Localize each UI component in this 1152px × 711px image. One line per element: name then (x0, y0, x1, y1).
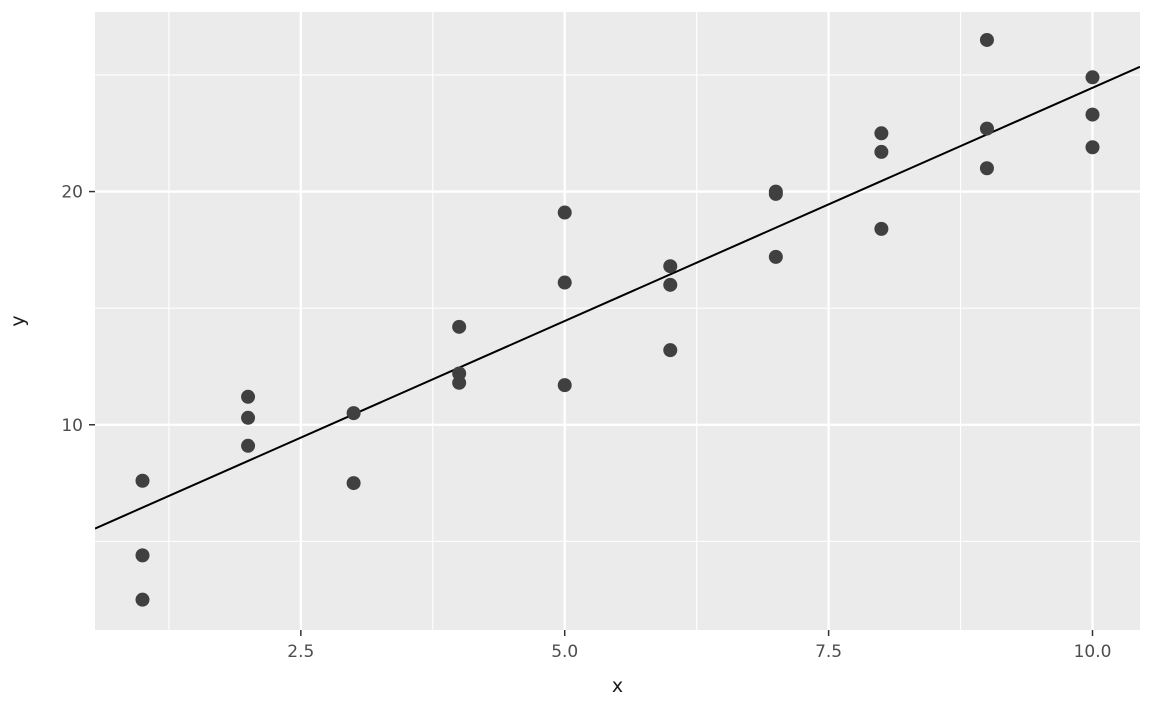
y-tick-label: 20 (61, 183, 83, 203)
data-point (557, 205, 572, 220)
data-point (346, 476, 361, 491)
data-point (241, 438, 256, 453)
data-point (1085, 140, 1100, 155)
data-point (452, 319, 467, 334)
data-point (979, 121, 994, 136)
data-point (874, 126, 889, 141)
x-axis-title: x (612, 675, 623, 697)
y-axis-title: y (7, 315, 29, 326)
data-point (135, 473, 150, 488)
regression-line (95, 65, 1140, 530)
data-point (241, 410, 256, 425)
data-point (1085, 107, 1100, 122)
data-point (874, 144, 889, 159)
x-tick-label: 10.0 (1074, 642, 1112, 662)
data-point (663, 277, 678, 292)
data-point (241, 389, 256, 404)
data-point (979, 161, 994, 176)
x-tick-label: 2.5 (287, 642, 314, 662)
data-point (135, 548, 150, 563)
panel-background (95, 12, 1140, 630)
data-point (663, 259, 678, 274)
data-point (135, 592, 150, 607)
data-point (557, 378, 572, 393)
data-point (874, 221, 889, 236)
y-tick-label: 10 (61, 416, 83, 436)
data-point (452, 375, 467, 390)
data-point (768, 186, 783, 201)
x-tick-label: 5.0 (551, 642, 578, 662)
data-point (663, 343, 678, 358)
data-point (768, 249, 783, 264)
data-point (557, 275, 572, 290)
x-tick-label: 7.5 (815, 642, 842, 662)
data-point (346, 406, 361, 421)
data-point (979, 32, 994, 47)
data-point (1085, 70, 1100, 85)
